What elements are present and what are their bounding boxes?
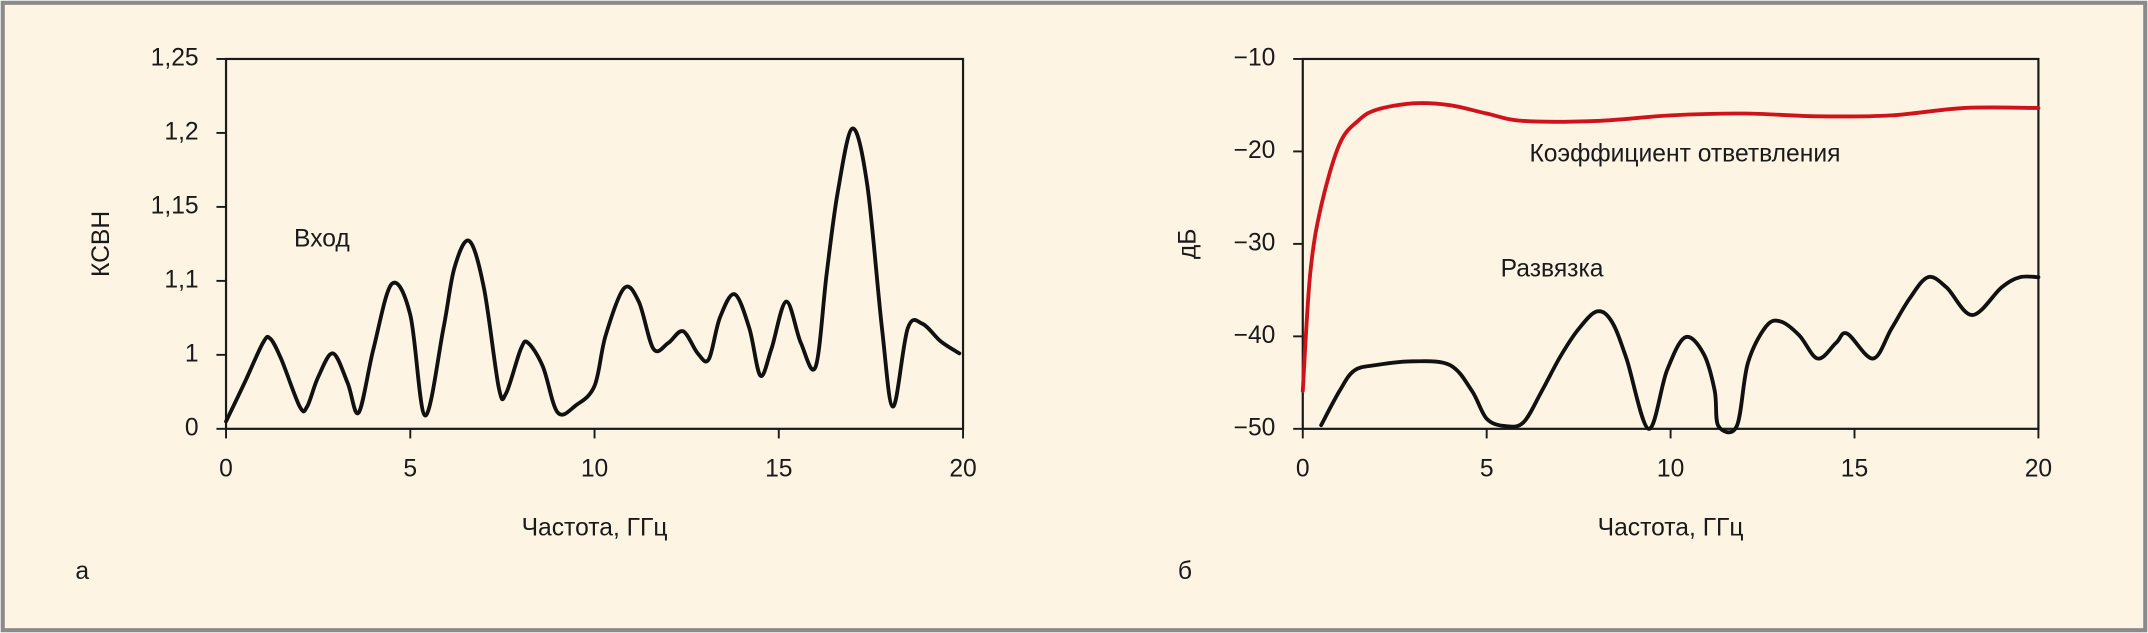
y-tick-label: −50 [1234, 414, 1276, 441]
y-tick-label: −10 [1234, 44, 1276, 71]
x-tick-label: 10 [1657, 455, 1684, 482]
data-line [1319, 274, 2041, 435]
x-tick-label: 20 [2025, 455, 2052, 482]
x-tick-label: 0 [1296, 455, 1310, 482]
y-tick-label: 0 [185, 414, 199, 441]
y-tick-label: 1,15 [151, 192, 199, 219]
panel-label: а [75, 558, 89, 585]
y-axis-label: дБ [1175, 229, 1202, 260]
data-line [1300, 101, 2041, 393]
data-line [224, 126, 962, 424]
y-tick-label: −20 [1234, 137, 1276, 164]
y-tick-label: 1,2 [164, 118, 198, 145]
y-tick-label: −40 [1234, 322, 1276, 349]
x-tick-label: 10 [581, 455, 608, 482]
x-tick-label: 0 [219, 455, 233, 482]
x-tick-label: 15 [1841, 455, 1868, 482]
y-tick-label: −30 [1234, 229, 1276, 256]
x-axis-label: Частота, ГГц [522, 514, 668, 541]
y-axis-label: КСВН [88, 211, 115, 277]
series-label: Вход [294, 225, 350, 252]
x-axis-label: Частота, ГГц [1598, 514, 1744, 541]
y-tick-label: 1,1 [164, 266, 198, 293]
series-label: Коэффициент ответвления [1529, 140, 1840, 167]
panel-label: б [1178, 558, 1192, 585]
x-tick-label: 15 [765, 455, 792, 482]
x-tick-label: 5 [1480, 455, 1494, 482]
x-tick-label: 5 [403, 455, 417, 482]
y-tick-label: 1,25 [151, 44, 199, 71]
x-tick-label: 20 [949, 455, 976, 482]
y-tick-label: 1 [185, 340, 199, 367]
series-label: Развязка [1501, 255, 1604, 282]
